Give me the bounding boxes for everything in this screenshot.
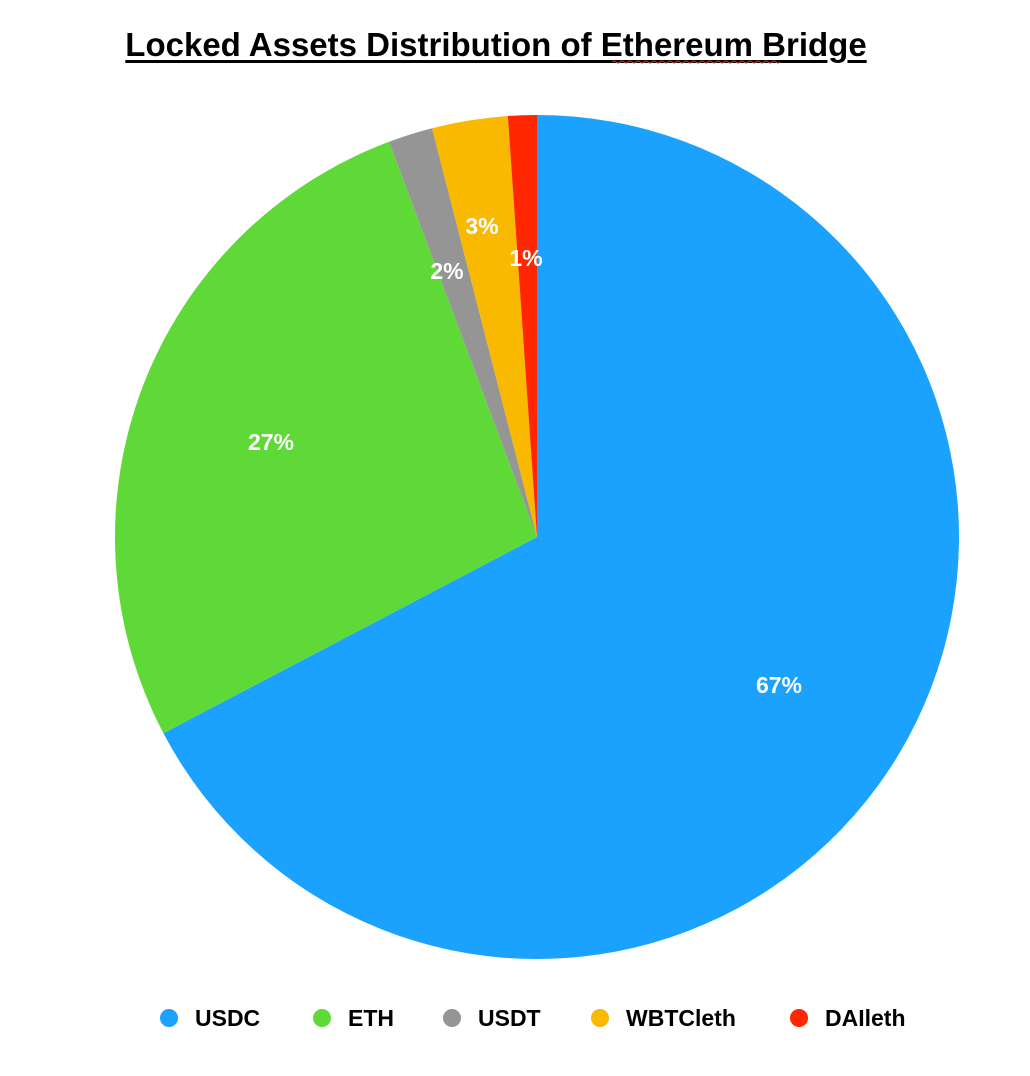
legend-swatch (443, 1009, 461, 1027)
pie-slice-labels: 67% 27% 2%3% 1% (248, 213, 802, 698)
slice-label-usdt: 2% (430, 258, 463, 284)
legend-swatch (591, 1009, 609, 1027)
pie-chart: 67% 27% 2%3% 1% (115, 115, 959, 959)
slice-label-wbtcleth: 3% (465, 213, 498, 239)
legend-swatch (790, 1009, 808, 1027)
pie-slice-eth[interactable] (115, 141, 537, 734)
legend-label: USDC (195, 1004, 261, 1031)
pie-slices (115, 115, 959, 959)
spellcheck-underline (612, 60, 781, 64)
legend-label: WBTCleth (626, 1004, 736, 1031)
slice-label-eth: 27% (248, 429, 294, 455)
pie-slice-daileth[interactable] (507, 115, 537, 537)
legend-item-usdt[interactable]: USDT (443, 1003, 541, 1033)
legend-label: USDT (478, 1004, 541, 1031)
legend-item-wbtcleth[interactable]: WBTCleth (591, 1003, 736, 1033)
legend-swatch (313, 1009, 331, 1027)
legend-label: ETH (348, 1004, 394, 1031)
pie-slice-usdt[interactable] (389, 128, 537, 537)
legend-swatch (160, 1009, 178, 1027)
pie-slice-wbtcleth[interactable] (432, 116, 537, 537)
legend-label: DAIleth (825, 1004, 906, 1031)
pie-slice-usdc[interactable] (163, 115, 959, 959)
legend-item-usdc[interactable]: USDC (160, 1003, 260, 1033)
legend-item-daileth[interactable]: DAIleth (790, 1003, 906, 1033)
slice-label-usdc: 67% (756, 672, 802, 698)
legend-item-eth[interactable]: ETH (313, 1003, 394, 1033)
chart-title: Locked Assets Distribution of Ethereum B… (125, 26, 867, 63)
slice-label-daileth: 1% (509, 245, 542, 271)
legend: USDC ETH USDT WBTCleth DAIleth (0, 1003, 1030, 1033)
